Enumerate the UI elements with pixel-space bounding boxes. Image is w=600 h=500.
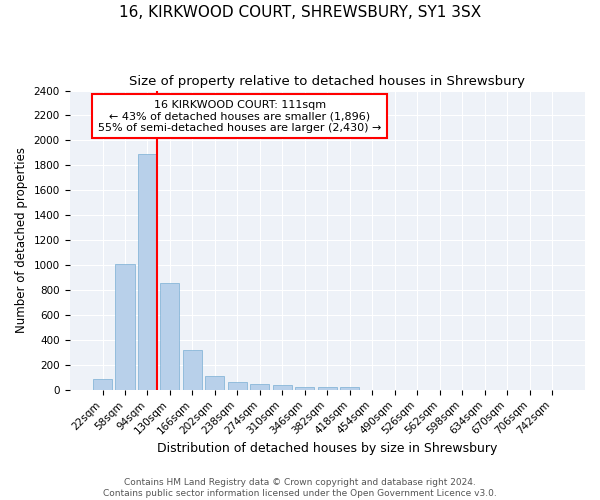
Bar	[273, 386, 292, 390]
Bar	[183, 350, 202, 390]
Text: 16, KIRKWOOD COURT, SHREWSBURY, SY1 3SX: 16, KIRKWOOD COURT, SHREWSBURY, SY1 3SX	[119, 5, 481, 20]
Bar	[160, 282, 179, 390]
Bar	[205, 376, 224, 390]
Bar	[250, 384, 269, 390]
Text: 16 KIRKWOOD COURT: 111sqm
← 43% of detached houses are smaller (1,896)
55% of se: 16 KIRKWOOD COURT: 111sqm ← 43% of detac…	[98, 100, 382, 132]
Bar	[93, 378, 112, 390]
Bar	[138, 154, 157, 390]
Bar	[295, 388, 314, 390]
X-axis label: Distribution of detached houses by size in Shrewsbury: Distribution of detached houses by size …	[157, 442, 497, 455]
Text: Contains HM Land Registry data © Crown copyright and database right 2024.
Contai: Contains HM Land Registry data © Crown c…	[103, 478, 497, 498]
Bar	[228, 382, 247, 390]
Y-axis label: Number of detached properties: Number of detached properties	[15, 147, 28, 333]
Bar	[115, 264, 134, 390]
Title: Size of property relative to detached houses in Shrewsbury: Size of property relative to detached ho…	[129, 75, 525, 88]
Bar	[318, 388, 337, 390]
Bar	[340, 386, 359, 390]
